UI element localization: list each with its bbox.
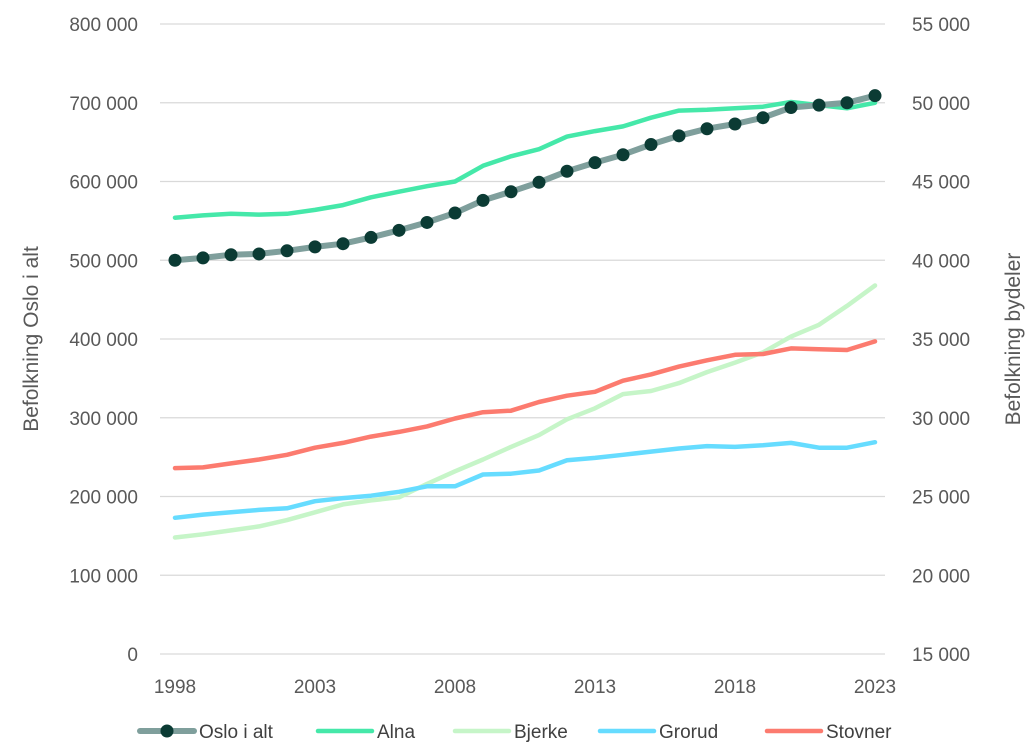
left-tick-label: 800 000	[69, 15, 138, 36]
left-axis-ticks: 0 100 000 200 000 300 000 400 000 500 000 600 …	[69, 15, 138, 666]
legend-item-oslo-i-alt: Oslo i alt	[137, 722, 274, 743]
x-tick-label: 2018	[714, 677, 756, 698]
data-point	[672, 129, 686, 143]
legend-item-alna: Alna	[315, 722, 415, 743]
x-tick-label: 2008	[434, 677, 476, 698]
series-alna	[172, 99, 878, 220]
data-point	[420, 215, 434, 229]
series-layer	[168, 89, 882, 540]
legend-item-stovner: Stovner	[764, 722, 892, 743]
legend-label: Oslo i alt	[199, 722, 274, 743]
series-grorud	[172, 439, 878, 521]
right-tick-label: 50 000	[912, 94, 970, 115]
right-axis-title: Befolkning bydeler	[1002, 253, 1025, 426]
data-point	[532, 175, 546, 189]
legend-label: Grorud	[659, 722, 718, 743]
data-point	[280, 244, 294, 258]
right-tick-label: 15 000	[912, 645, 970, 666]
series-bjerke	[172, 283, 878, 540]
data-point	[616, 148, 630, 162]
data-point	[196, 251, 210, 265]
data-point	[756, 111, 770, 125]
left-tick-label: 600 000	[69, 173, 138, 194]
x-tick-label: 2013	[574, 677, 616, 698]
series-line-grorud	[172, 439, 878, 521]
right-tick-label: 55 000	[912, 15, 970, 36]
data-point	[224, 248, 238, 262]
data-point	[560, 164, 574, 178]
data-point	[812, 98, 826, 112]
x-axis-ticks: 1998 2003 2008 2013 2018 2023	[154, 677, 896, 698]
series-line-alna	[172, 99, 878, 220]
x-tick-label: 2023	[854, 677, 896, 698]
data-point	[476, 193, 490, 207]
series-line-oslo-i-alt	[172, 92, 878, 264]
series-line-bjerke	[172, 283, 878, 540]
right-tick-label: 40 000	[912, 251, 970, 272]
right-tick-label: 35 000	[912, 330, 970, 351]
data-point	[364, 230, 378, 244]
data-point	[700, 122, 714, 136]
right-tick-label: 45 000	[912, 173, 970, 194]
right-axis-ticks: 15 000 20 000 25 000 30 000 35 000 40 000 45 0…	[912, 15, 970, 666]
data-point	[336, 237, 350, 251]
left-tick-label: 300 000	[69, 409, 138, 430]
left-tick-label: 500 000	[69, 251, 138, 272]
x-tick-label: 2003	[294, 677, 336, 698]
legend-marker	[160, 724, 174, 738]
data-point	[840, 96, 854, 110]
data-point	[392, 223, 406, 237]
data-point	[588, 156, 602, 170]
right-tick-label: 30 000	[912, 409, 970, 430]
gridlines	[160, 23, 885, 655]
series-line-stovner	[172, 339, 878, 471]
legend-label: Alna	[377, 722, 415, 743]
left-tick-label: 400 000	[69, 330, 138, 351]
data-point	[168, 253, 182, 267]
data-point	[308, 240, 322, 254]
data-point	[504, 185, 518, 199]
series-stovner	[172, 339, 878, 471]
left-tick-label: 100 000	[69, 566, 138, 587]
data-point	[868, 89, 882, 103]
left-tick-label: 200 000	[69, 488, 138, 509]
data-point	[448, 206, 462, 220]
data-point	[252, 247, 266, 261]
left-tick-label: 700 000	[69, 94, 138, 115]
left-axis-title: Befolkning Oslo i alt	[20, 246, 43, 432]
right-tick-label: 20 000	[912, 566, 970, 587]
series-oslo-i-alt	[168, 89, 882, 267]
legend-label: Bjerke	[514, 722, 568, 743]
x-tick-label: 1998	[154, 677, 196, 698]
data-point	[728, 117, 742, 131]
legend-item-grorud: Grorud	[597, 722, 718, 743]
legend: Oslo i alt Alna Bjerke Grorud Stovner	[137, 722, 892, 743]
data-point	[784, 100, 798, 114]
legend-label: Stovner	[826, 722, 892, 743]
legend-item-bjerke: Bjerke	[452, 722, 568, 743]
left-tick-label: 0	[127, 645, 138, 666]
right-tick-label: 25 000	[912, 488, 970, 509]
data-point	[644, 137, 658, 151]
